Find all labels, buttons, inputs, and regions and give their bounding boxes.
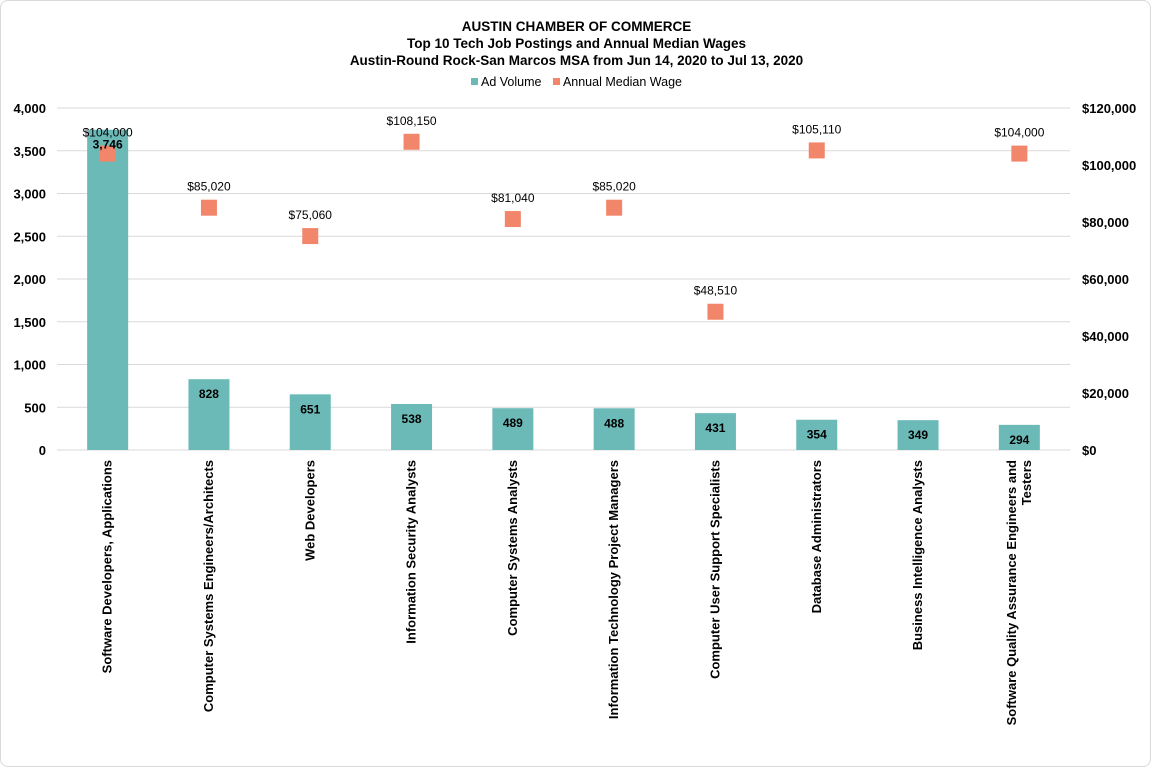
wage-value-label: $48,510 xyxy=(694,284,738,298)
legend-label-ad-volume: Ad Volume xyxy=(480,74,542,89)
y-left-tick-label: 3,000 xyxy=(13,187,46,202)
bar-value-label: 431 xyxy=(705,421,725,435)
category-label: Database Administrators xyxy=(809,460,824,613)
y-right-tick-label: $80,000 xyxy=(1082,215,1129,230)
bar xyxy=(694,413,736,450)
y-right-tick-label: $40,000 xyxy=(1082,329,1129,344)
legend-label-annual-median-wage: Annual Median Wage xyxy=(562,74,682,89)
wage-marker xyxy=(99,145,116,162)
category-label: Testers xyxy=(1019,460,1034,505)
y-right-tick-label: $100,000 xyxy=(1082,158,1136,173)
wage-value-label: $104,000 xyxy=(994,126,1044,140)
bar-value-label: 349 xyxy=(908,428,928,442)
y-left-tick-label: 1,000 xyxy=(13,358,46,373)
bar xyxy=(492,408,534,450)
bar-value-label: 489 xyxy=(503,416,523,430)
wage-marker xyxy=(403,133,420,150)
legend-swatch-annual-median-wage xyxy=(552,78,560,85)
bar-value-label: 488 xyxy=(604,416,624,430)
bar xyxy=(998,424,1040,450)
bar-value-label: 828 xyxy=(199,387,219,401)
category-label: Computer User Support Specialists xyxy=(707,460,722,679)
bar-value-label: 294 xyxy=(1009,433,1029,447)
y-left-tick-label: 1,500 xyxy=(13,315,46,330)
bar xyxy=(188,379,230,450)
category-label: Software Quality Assurance Engineers and xyxy=(1004,460,1019,725)
bar xyxy=(897,420,939,450)
chart-subtitle-2: Austin-Round Rock-San Marcos MSA from Ju… xyxy=(349,53,804,68)
bar xyxy=(593,408,635,450)
category-label: Information Technology Project Managers xyxy=(606,460,621,719)
wage-marker xyxy=(200,199,217,216)
category-label: Business Intelligence Analysts xyxy=(910,460,925,650)
category-label: Software Developers, Applications xyxy=(100,460,115,673)
wage-value-label: $75,060 xyxy=(289,208,333,222)
y-right-tick-label: $120,000 xyxy=(1082,101,1136,116)
wage-value-label: $81,040 xyxy=(491,191,535,205)
category-label: Computer Systems Engineers/Architects xyxy=(201,460,216,712)
category-label: Computer Systems Analysts xyxy=(505,460,520,636)
bar-value-label: 651 xyxy=(300,402,320,416)
y-right-tick-label: $60,000 xyxy=(1082,272,1129,287)
wage-value-label: $108,150 xyxy=(387,114,437,128)
wage-value-label: $85,020 xyxy=(187,180,231,194)
wage-marker xyxy=(1011,145,1028,162)
wage-marker xyxy=(504,211,521,228)
chart-subtitle-1: Top 10 Tech Job Postings and Annual Medi… xyxy=(406,36,747,51)
wage-marker xyxy=(808,142,825,159)
y-left-tick-label: 4,000 xyxy=(13,101,46,116)
bar-value-label: 538 xyxy=(402,412,422,426)
bar xyxy=(796,419,838,450)
bar xyxy=(391,404,433,450)
wage-marker xyxy=(606,199,623,216)
wage-marker xyxy=(302,228,319,245)
y-left-tick-label: 2,000 xyxy=(13,272,46,287)
bar xyxy=(87,129,129,451)
bar-value-label: 3,746 xyxy=(93,138,123,152)
y-right-tick-label: $0 xyxy=(1082,443,1096,458)
legend-item-annual-median-wage: Annual Median Wage xyxy=(552,74,682,89)
legend-item-ad-volume: Ad Volume xyxy=(470,74,542,89)
y-left-tick-label: 500 xyxy=(24,400,46,415)
chart-title: AUSTIN CHAMBER OF COMMERCE xyxy=(461,19,692,34)
wage-value-label: $105,110 xyxy=(792,122,841,136)
bar xyxy=(289,394,331,450)
legend: Ad Volume Annual Median Wage xyxy=(0,74,1153,89)
wage-value-label: $104,000 xyxy=(83,126,133,140)
legend-swatch-ad-volume xyxy=(470,78,478,85)
category-label: Web Developers xyxy=(302,460,317,561)
bar-value-label: 354 xyxy=(807,428,827,442)
wage-value-label: $85,020 xyxy=(592,180,636,194)
y-left-tick-label: 0 xyxy=(39,443,46,458)
y-left-tick-label: 2,500 xyxy=(13,229,46,244)
category-label: Information Security Analysts xyxy=(404,460,419,644)
y-left-tick-label: 3,500 xyxy=(13,144,46,159)
wage-marker xyxy=(707,303,724,320)
y-right-tick-label: $20,000 xyxy=(1082,386,1129,401)
